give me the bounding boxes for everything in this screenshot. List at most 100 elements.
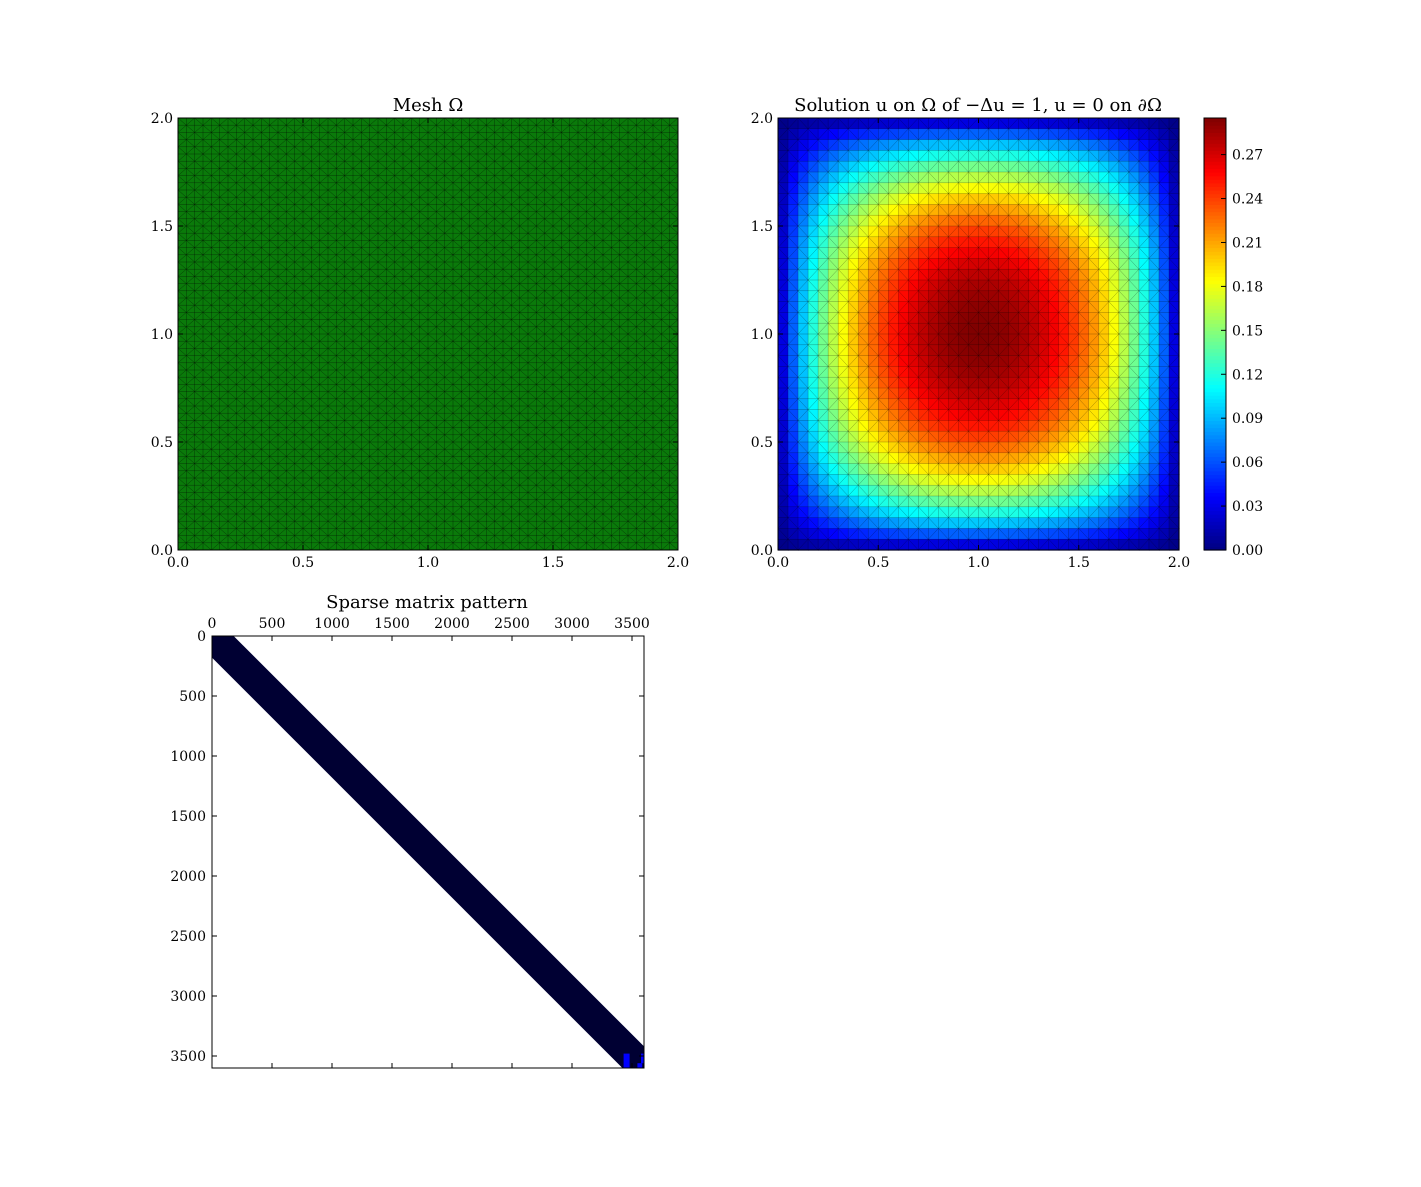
solution-cell bbox=[998, 344, 1010, 357]
solution-cell bbox=[1148, 377, 1160, 389]
solution-cell bbox=[848, 420, 859, 432]
solution-cell bbox=[858, 496, 869, 508]
solution-cell bbox=[868, 420, 879, 432]
solution-cell bbox=[1088, 463, 1100, 475]
solution-cell bbox=[978, 431, 990, 443]
colorbar-segment bbox=[1204, 366, 1226, 371]
solution-cell bbox=[1098, 517, 1110, 529]
solution-cell bbox=[788, 161, 799, 173]
solution-cell bbox=[918, 388, 929, 400]
solution-cell bbox=[938, 323, 950, 335]
solution-cell bbox=[968, 118, 980, 130]
solution-cell bbox=[888, 528, 899, 540]
solution-cell bbox=[898, 452, 909, 465]
solution-cell bbox=[798, 452, 809, 465]
mesh-xtick-label: 2.0 bbox=[667, 555, 689, 571]
solution-cell bbox=[1158, 409, 1170, 421]
colorbar-segment bbox=[1204, 244, 1226, 249]
solution-cell bbox=[1018, 517, 1030, 529]
solution-cell bbox=[798, 280, 809, 292]
solution-cell bbox=[888, 377, 899, 389]
sparse-xtick-label: 0 bbox=[208, 616, 217, 632]
solution-cell bbox=[1048, 204, 1060, 216]
solution-cell bbox=[998, 409, 1010, 421]
solution-cell bbox=[1088, 182, 1100, 195]
solution-cell bbox=[1128, 463, 1140, 475]
colorbar-segment bbox=[1204, 474, 1226, 479]
solution-cell bbox=[808, 398, 819, 411]
solution-cell bbox=[1028, 139, 1040, 151]
solution-cell bbox=[808, 161, 819, 173]
solution-cell bbox=[788, 355, 799, 367]
solution-cell bbox=[918, 193, 929, 205]
solution-cell bbox=[1168, 506, 1180, 519]
solution-cell bbox=[1118, 452, 1130, 465]
solution-cell bbox=[1048, 247, 1060, 259]
solution-cell bbox=[1158, 366, 1170, 378]
solution-cell bbox=[1008, 377, 1020, 389]
solution-cell bbox=[1078, 301, 1090, 313]
solution-cell bbox=[868, 485, 879, 497]
solution-cell bbox=[1168, 182, 1180, 195]
solution-cell bbox=[1028, 377, 1040, 389]
solution-cell bbox=[1038, 215, 1050, 227]
solution-cell bbox=[988, 312, 1000, 324]
solution-cell bbox=[1048, 139, 1060, 151]
solution-cell bbox=[898, 323, 909, 335]
solution-cell bbox=[938, 452, 950, 465]
colorbar-segment bbox=[1204, 190, 1226, 195]
solution-cell bbox=[918, 150, 929, 162]
solution-cell bbox=[948, 182, 960, 195]
solution-cell bbox=[888, 139, 899, 151]
solution-cell bbox=[978, 517, 990, 529]
solution-cell bbox=[928, 485, 939, 497]
solution-cell bbox=[808, 442, 819, 454]
solution-xtick-label: 0.0 bbox=[767, 555, 789, 571]
solution-cell bbox=[1018, 409, 1030, 421]
solution-cell bbox=[1118, 496, 1130, 508]
solution-cell bbox=[948, 161, 960, 173]
colorbar-segment bbox=[1204, 452, 1226, 457]
solution-cell bbox=[988, 226, 1000, 238]
solution-cell bbox=[778, 539, 789, 551]
mesh-ytick-label: 2.0 bbox=[151, 111, 173, 127]
solution-cell bbox=[898, 280, 909, 292]
solution-cell bbox=[848, 182, 859, 195]
solution-cell bbox=[958, 150, 970, 162]
solution-cell bbox=[1138, 474, 1150, 486]
solution-cell bbox=[818, 128, 829, 141]
solution-cell bbox=[1138, 496, 1150, 508]
solution-cell bbox=[798, 150, 809, 162]
solution-cell bbox=[1038, 150, 1050, 162]
solution-cell bbox=[928, 334, 939, 346]
solution-cell bbox=[1118, 517, 1130, 529]
solution-cell bbox=[858, 431, 869, 443]
solution-cell bbox=[968, 161, 980, 173]
solution-cell bbox=[1078, 280, 1090, 292]
solution-cell bbox=[888, 398, 899, 411]
solution-cell bbox=[838, 474, 849, 486]
solution-cell bbox=[958, 236, 970, 249]
solution-cell bbox=[1138, 539, 1150, 551]
solution-cell bbox=[1148, 269, 1160, 281]
solution-cell bbox=[1048, 528, 1060, 540]
solution-cell bbox=[938, 172, 950, 184]
solution-cell bbox=[1028, 118, 1040, 130]
solution-cell bbox=[988, 442, 1000, 454]
solution-cell bbox=[1088, 420, 1100, 432]
solution-cell bbox=[878, 366, 889, 378]
solution-cell bbox=[1128, 118, 1140, 130]
solution-cell bbox=[868, 312, 879, 324]
solution-cell bbox=[998, 193, 1010, 205]
colorbar-segment bbox=[1204, 456, 1226, 461]
solution-cell bbox=[948, 398, 960, 411]
solution-cell bbox=[828, 290, 839, 303]
solution-cell bbox=[1058, 496, 1070, 508]
solution-cell bbox=[788, 226, 799, 238]
solution-cell bbox=[1078, 474, 1090, 486]
sparse-band bbox=[212, 636, 644, 1068]
solution-cell bbox=[868, 334, 879, 346]
solution-cell bbox=[938, 474, 950, 486]
solution-cell bbox=[968, 204, 980, 216]
solution-cell bbox=[938, 496, 950, 508]
